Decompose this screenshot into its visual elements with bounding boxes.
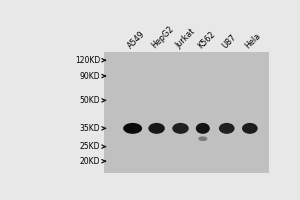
Text: 35KD: 35KD bbox=[80, 124, 100, 133]
Ellipse shape bbox=[196, 123, 210, 134]
Text: 50KD: 50KD bbox=[80, 96, 100, 105]
Text: Jurkat: Jurkat bbox=[174, 27, 197, 50]
Ellipse shape bbox=[219, 123, 235, 134]
Bar bbox=[104, 52, 269, 173]
Text: 120KD: 120KD bbox=[75, 56, 100, 65]
Text: 90KD: 90KD bbox=[80, 72, 100, 81]
Text: U87: U87 bbox=[220, 32, 238, 50]
Ellipse shape bbox=[242, 123, 258, 134]
Text: HepG2: HepG2 bbox=[150, 24, 176, 50]
Text: Hela: Hela bbox=[244, 31, 263, 50]
Text: K562: K562 bbox=[196, 29, 217, 50]
Ellipse shape bbox=[148, 123, 165, 134]
Text: 25KD: 25KD bbox=[80, 142, 100, 151]
Text: A549: A549 bbox=[126, 29, 147, 50]
Text: 20KD: 20KD bbox=[80, 157, 100, 166]
Ellipse shape bbox=[172, 123, 189, 134]
Ellipse shape bbox=[198, 136, 207, 141]
Ellipse shape bbox=[123, 123, 142, 134]
